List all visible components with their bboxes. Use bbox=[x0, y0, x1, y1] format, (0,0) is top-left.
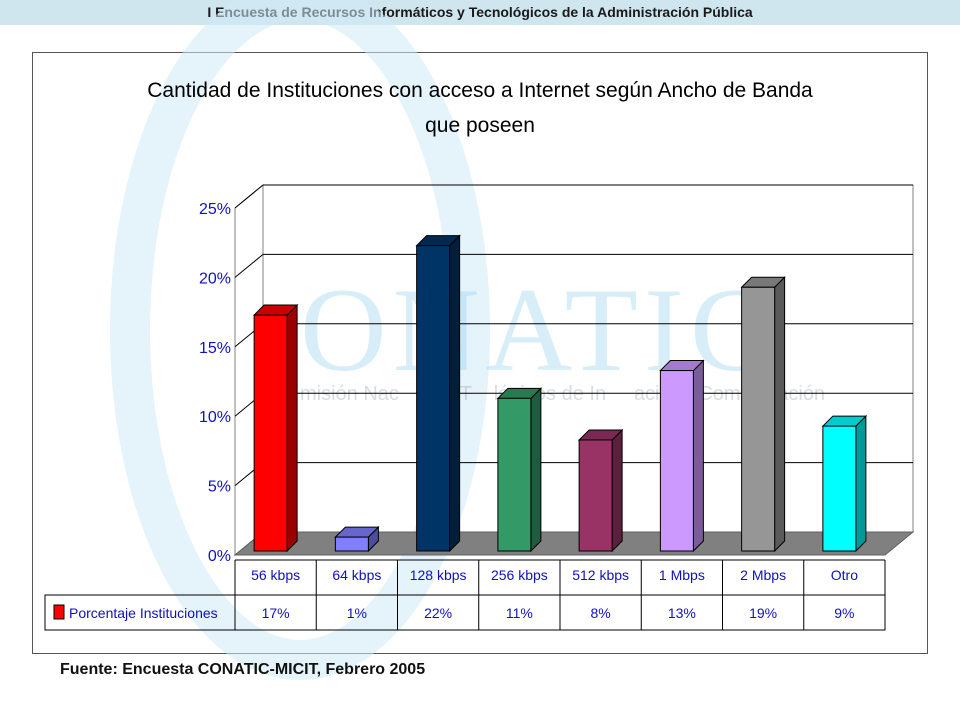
data-label: 1% bbox=[347, 605, 367, 621]
data-table: 56 kbps 17% 64 kbps 1% 128 kbps 22% 256 kbps 11… bbox=[44, 559, 886, 631]
x-category-label: 128 kbps bbox=[410, 567, 467, 583]
bar-front bbox=[578, 439, 613, 552]
x-category-label: 512 kbps bbox=[572, 567, 629, 583]
bar bbox=[821, 414, 868, 553]
bar-front bbox=[253, 314, 288, 552]
bar bbox=[740, 276, 786, 553]
data-label: 9% bbox=[834, 605, 854, 621]
bar-front bbox=[822, 425, 857, 552]
bar-front bbox=[334, 536, 369, 552]
chart-title-line-1: Cantidad de Instituciones con acceso a I… bbox=[147, 79, 813, 102]
data-label: 17% bbox=[262, 605, 290, 621]
bar-side bbox=[855, 414, 867, 553]
gridline-diagonal bbox=[234, 254, 264, 278]
bars bbox=[252, 234, 868, 553]
x-category-label: 64 kbps bbox=[332, 567, 381, 583]
data-label: 19% bbox=[749, 605, 777, 621]
x-category-label: 256 kbps bbox=[491, 567, 548, 583]
bar-side bbox=[774, 276, 786, 553]
bar-front bbox=[416, 245, 451, 552]
source-note: Fuente: Encuesta CONATIC-MICIT, Febrero … bbox=[60, 661, 426, 678]
bar-front bbox=[741, 286, 776, 552]
data-label: 11% bbox=[506, 605, 533, 621]
x-category-label: 1 Mbps bbox=[659, 567, 705, 583]
x-category-label: Otro bbox=[831, 567, 858, 583]
legend-swatch bbox=[53, 604, 65, 620]
bar-side bbox=[530, 387, 542, 553]
watermark-swoosh bbox=[110, 0, 490, 680]
watermark-logo-text: ONATIC bbox=[300, 263, 776, 396]
bar-side bbox=[692, 359, 704, 553]
y-tick-label: 20% bbox=[199, 270, 231, 287]
chart-frame bbox=[32, 52, 928, 654]
y-tick-label: 25% bbox=[199, 201, 231, 218]
y-tick-label: 5% bbox=[208, 479, 231, 496]
data-label: 13% bbox=[668, 605, 696, 621]
bar bbox=[496, 387, 543, 553]
bar-front bbox=[659, 370, 694, 552]
x-category-label: 56 kbps bbox=[251, 567, 300, 583]
bar-side bbox=[611, 428, 623, 553]
bar bbox=[415, 234, 461, 553]
bar-side bbox=[286, 303, 298, 553]
legend-label: Porcentaje Instituciones bbox=[69, 605, 218, 621]
chart-title-line-2: que poseen bbox=[425, 114, 535, 137]
gridlines bbox=[234, 184, 913, 486]
gridline-diagonal bbox=[234, 184, 264, 209]
bar bbox=[252, 303, 299, 553]
y-tick-label: 0% bbox=[208, 548, 231, 565]
bar bbox=[334, 525, 380, 553]
y-axis-ticks: 0% 5% 10% 15% 20% 25% bbox=[199, 201, 231, 565]
bar bbox=[577, 428, 624, 553]
bar-side bbox=[449, 234, 461, 553]
bar bbox=[659, 359, 705, 553]
bar-front bbox=[497, 397, 532, 552]
data-label: 22% bbox=[424, 605, 452, 621]
y-tick-label: 15% bbox=[199, 340, 231, 357]
y-tick-label: 10% bbox=[199, 409, 231, 426]
x-category-label: 2 Mbps bbox=[740, 567, 786, 583]
data-label: 8% bbox=[591, 605, 611, 621]
